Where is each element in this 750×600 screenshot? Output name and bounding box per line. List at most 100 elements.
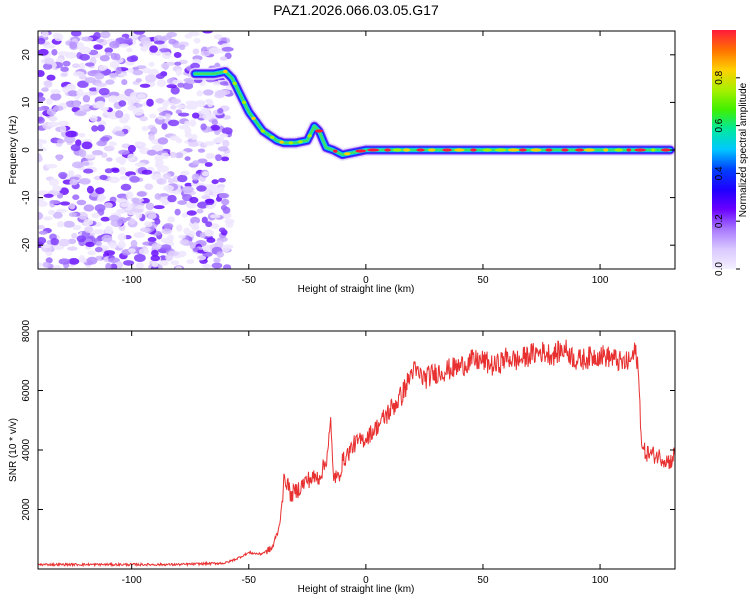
noise-blob <box>45 163 58 169</box>
noise-blob <box>56 221 65 228</box>
noise-blob <box>197 148 206 153</box>
noise-blob <box>64 135 76 144</box>
ridge-peak <box>355 149 367 153</box>
noise-blob <box>125 191 134 200</box>
noise-blob <box>189 196 199 204</box>
noise-blob <box>149 113 157 119</box>
noise-blob <box>115 156 127 164</box>
colorbar-tick-label: 0.2 <box>714 214 725 228</box>
noise-blob <box>38 237 47 245</box>
noise-blob <box>126 47 133 53</box>
noise-blob <box>200 107 209 115</box>
noise-blob <box>156 79 167 87</box>
noise-blob <box>219 56 228 61</box>
noise-blob <box>161 200 170 206</box>
noise-blob <box>201 216 208 224</box>
noise-blob <box>179 44 186 51</box>
ridge-peak <box>270 135 275 139</box>
noise-blob <box>92 229 105 235</box>
spectrogram-x-label: Height of straight line (km) <box>298 284 415 295</box>
noise-blob <box>72 224 82 231</box>
noise-blob <box>83 204 95 212</box>
noise-blob <box>133 31 145 35</box>
noise-blob <box>157 137 169 145</box>
noise-blob <box>85 62 95 67</box>
noise-blob <box>175 68 183 76</box>
noise-blob <box>177 82 185 88</box>
noise-blob <box>170 260 180 266</box>
noise-blob <box>116 208 125 214</box>
snr-x-label: Height of straight line (km) <box>298 584 415 595</box>
noise-blob <box>65 130 77 138</box>
noise-blob <box>38 48 49 56</box>
noise-blob <box>191 173 200 181</box>
noise-blob <box>58 238 70 247</box>
noise-blob <box>56 154 63 161</box>
noise-blob <box>40 244 52 249</box>
noise-blob <box>199 232 207 239</box>
noise-blob <box>50 238 60 246</box>
noise-blob <box>134 254 146 262</box>
ridge-peak <box>333 149 338 153</box>
noise-blob <box>190 216 201 225</box>
ridge-peak <box>241 100 247 104</box>
snr-frame <box>37 330 676 570</box>
noise-blob <box>218 227 226 233</box>
ridge-peak <box>251 116 256 120</box>
noise-blob <box>101 152 108 158</box>
noise-blob <box>62 60 71 67</box>
noise-blob <box>127 105 137 111</box>
ridge-peak <box>298 140 303 144</box>
noise-blob <box>132 69 144 76</box>
noise-blob <box>218 192 230 199</box>
noise-blob <box>126 56 137 63</box>
x-tick-label: 0 <box>363 275 369 286</box>
noise-blob <box>218 89 231 96</box>
noise-blob <box>58 258 71 265</box>
noise-blob <box>42 63 53 70</box>
noise-blob <box>130 239 138 248</box>
noise-blob <box>127 67 134 73</box>
ridge-peak <box>367 148 380 152</box>
noise-blob <box>69 41 78 49</box>
noise-blob <box>217 108 224 114</box>
noise-blob <box>48 116 58 122</box>
snr-series-line <box>38 339 675 568</box>
spectrogram-x-ticks: -100 -50 0 50 100 <box>122 31 609 286</box>
noise-blob <box>96 140 107 147</box>
noise-blob <box>104 47 113 54</box>
noise-blob <box>157 115 165 120</box>
noise-blob <box>128 248 136 254</box>
noise-blob <box>201 195 211 200</box>
noise-blob <box>155 51 162 56</box>
y-tick-label: -20 <box>21 238 32 253</box>
noise-blob <box>136 93 147 99</box>
noise-blob <box>91 212 100 219</box>
noise-blob <box>105 225 113 234</box>
noise-blob <box>44 57 55 65</box>
noise-blob <box>177 112 190 117</box>
noise-blob <box>43 193 54 198</box>
noise-blob <box>140 46 148 52</box>
spectrogram-y-label: Frequency (Hz) <box>8 116 19 185</box>
noise-blob <box>205 221 213 228</box>
noise-blob <box>190 62 201 70</box>
noise-blob <box>175 266 183 269</box>
noise-blob <box>190 134 198 141</box>
noise-blob <box>177 250 187 258</box>
noise-blob <box>79 178 91 185</box>
noise-blob <box>48 178 59 187</box>
noise-blob <box>118 149 130 155</box>
x-tick-label: 50 <box>477 575 489 586</box>
noise-blob <box>38 262 43 268</box>
noise-blob <box>38 111 43 118</box>
noise-blob <box>141 125 149 132</box>
noise-blob <box>103 202 113 209</box>
noise-blob <box>98 87 110 96</box>
noise-blob <box>176 224 183 232</box>
noise-blob <box>109 242 118 249</box>
y-tick-label: -10 <box>21 190 32 205</box>
noise-blob <box>135 78 142 83</box>
noise-blob <box>170 86 180 95</box>
noise-blob <box>110 263 118 269</box>
